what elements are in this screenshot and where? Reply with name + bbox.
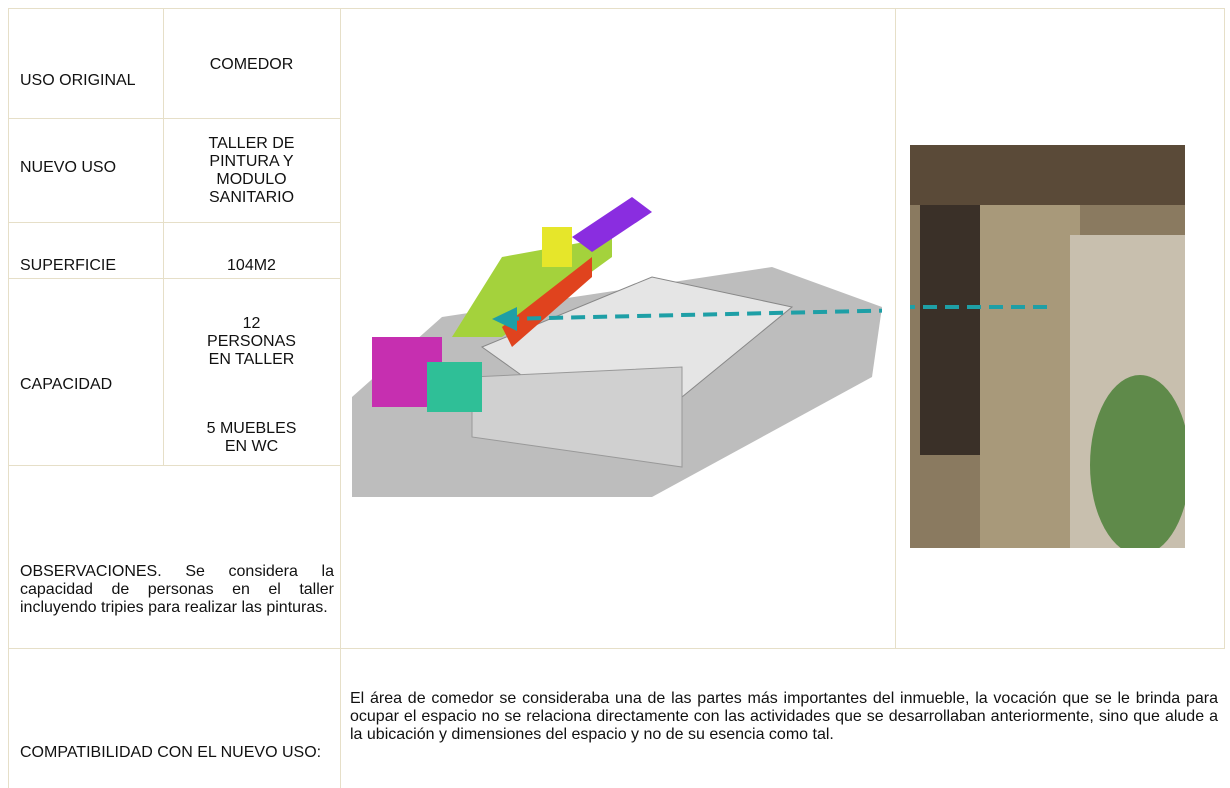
border — [8, 118, 340, 119]
border — [163, 8, 164, 465]
compat-label: COMPATIBILIDAD CON EL NUEVO USO: — [20, 744, 322, 761]
label: USO ORIGINAL — [20, 72, 136, 89]
border — [8, 8, 1225, 9]
label: SUPERFICIE — [20, 257, 117, 274]
label: CAPACIDAD — [20, 376, 113, 393]
compat-text: El área de comedor se consideraba una de… — [350, 690, 1218, 743]
border — [1224, 8, 1225, 648]
border — [8, 648, 1225, 649]
border — [340, 8, 341, 788]
border — [895, 8, 896, 648]
value: TALLER DE PINTURA Y MODULO SANITARIO — [208, 135, 295, 206]
value: 5 MUEBLES EN WC — [206, 420, 297, 455]
label: NUEVO USO — [20, 158, 117, 176]
border — [8, 8, 9, 788]
border — [8, 465, 340, 466]
border — [8, 222, 340, 223]
value: 12 PERSONAS EN TALLER — [207, 315, 296, 368]
model-image — [352, 197, 882, 497]
value: COMEDOR — [209, 56, 294, 73]
border — [8, 278, 340, 279]
observations: OBSERVACIONES. Se considera la capacidad… — [20, 563, 334, 616]
photo — [910, 145, 1185, 548]
value: 104M2 — [227, 257, 276, 274]
